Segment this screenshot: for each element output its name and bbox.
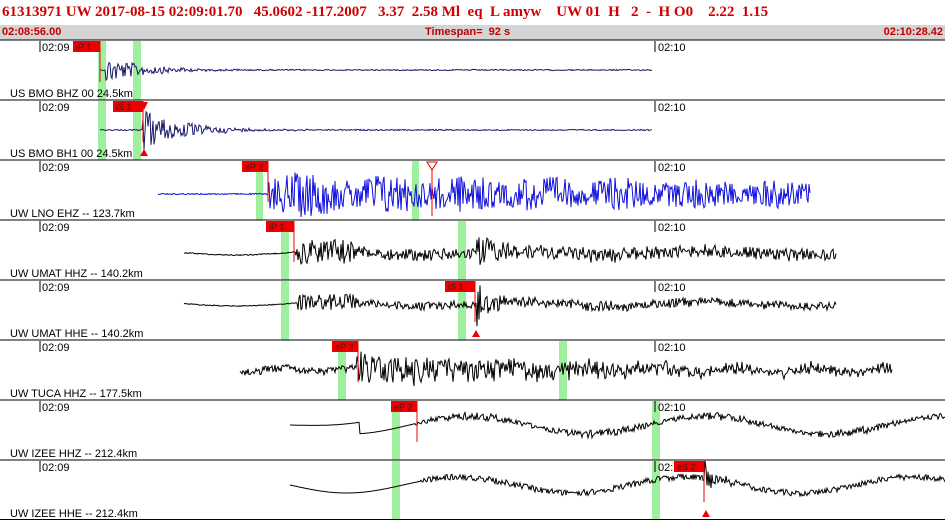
seismogram-panel[interactable]: 02:09 02:10 eP 2 UW IZEE HHZ -- 212.4km bbox=[0, 399, 945, 460]
pick-window bbox=[98, 101, 106, 160]
station-label: US BMO BH1 00 24.5km bbox=[10, 148, 132, 160]
pick-flag[interactable] bbox=[391, 401, 417, 412]
event-title: 61313971 UW 2017-08-15 02:09:01.70 45.06… bbox=[2, 4, 769, 20]
pick-label: iS 1 bbox=[116, 102, 132, 112]
time-label-left: 02:09 bbox=[42, 342, 70, 354]
time-label-right: 02:10 bbox=[658, 282, 686, 294]
pick-label: eS 2 bbox=[677, 462, 696, 472]
station-label: UW TUCA HHZ -- 177.5km bbox=[10, 388, 142, 400]
pick-arrow-icon bbox=[140, 102, 148, 110]
pick-window bbox=[281, 221, 289, 280]
station-label: UW IZEE HHZ -- 212.4km bbox=[10, 448, 137, 460]
pick-window bbox=[652, 461, 660, 520]
end-time: 02:10:28.42 bbox=[883, 26, 943, 38]
waveform-trace bbox=[99, 110, 652, 150]
waveform-trace bbox=[157, 172, 811, 218]
start-time: 02:08:56.00 bbox=[2, 26, 62, 38]
pick-window bbox=[281, 281, 289, 340]
time-label-left: 02:09 bbox=[42, 102, 70, 114]
pick-marker-icon[interactable] bbox=[426, 161, 438, 171]
pick-label: iP 1 bbox=[269, 222, 284, 232]
station-label: UW UMAT HHZ -- 140.2km bbox=[10, 268, 143, 280]
seismogram-panel[interactable]: 02:09 02:10 iP 1 UW UMAT HHZ -- 140.2km bbox=[0, 219, 945, 280]
time-label-right: 02:10 bbox=[658, 402, 686, 414]
waveform-trace bbox=[183, 285, 837, 327]
pick-label: eP 2 bbox=[245, 162, 263, 172]
station-label: UW LNO EHZ -- 123.7km bbox=[10, 208, 135, 220]
pick-arrow-icon bbox=[140, 149, 148, 156]
event-header: 61313971 UW 2017-08-15 02:09:01.70 45.06… bbox=[0, 0, 945, 40]
time-label-left: 02:09 bbox=[42, 402, 70, 414]
pick-label: iP 1 bbox=[76, 42, 91, 52]
timespan-label: Timespan= 92 s bbox=[425, 26, 511, 38]
timespan-bar bbox=[0, 25, 945, 40]
pick-arrow-icon bbox=[702, 510, 710, 517]
time-label-left: 02:09 bbox=[42, 42, 70, 54]
pick-window bbox=[458, 221, 466, 280]
station-label: UW UMAT HHE -- 140.2km bbox=[10, 328, 143, 340]
pick-arrow-icon bbox=[472, 330, 480, 337]
pick-flag[interactable] bbox=[445, 281, 475, 292]
pick-window bbox=[458, 281, 466, 340]
time-label-right: 02:10 bbox=[658, 102, 686, 114]
seismogram-panel[interactable]: 02:09 02:10 iP 1 US BMO BHZ 00 24.5km bbox=[0, 39, 945, 100]
time-label-left: 02:09 bbox=[42, 282, 70, 294]
time-label-right: 02:10 bbox=[658, 162, 686, 174]
pick-window bbox=[338, 341, 346, 400]
pick-flag[interactable] bbox=[73, 41, 100, 52]
pick-flag[interactable] bbox=[113, 101, 143, 112]
time-label-left: 02:09 bbox=[42, 462, 70, 474]
seismogram-panel[interactable]: 02:09 02:10 iS 1 UW UMAT HHE -- 140.2km bbox=[0, 279, 945, 340]
pick-flag[interactable] bbox=[266, 221, 294, 232]
waveform-trace bbox=[239, 351, 893, 387]
pick-window bbox=[392, 461, 400, 520]
pick-label: iS 1 bbox=[448, 282, 464, 292]
time-label-right: 02:10 bbox=[658, 342, 686, 354]
seismogram-panel[interactable]: 02:09 02:10 eP 2 UW LNO EHZ -- 123.7km bbox=[0, 159, 945, 220]
time-label-right: 02:10 bbox=[658, 42, 686, 54]
pick-flag[interactable] bbox=[674, 461, 704, 472]
time-label-right: 02:10 bbox=[658, 222, 686, 234]
waveform-trace bbox=[290, 410, 945, 440]
pick-label: eP 2 bbox=[335, 342, 353, 352]
station-label: US BMO BHZ 00 24.5km bbox=[10, 88, 133, 100]
pick-window bbox=[652, 401, 660, 460]
pick-window bbox=[392, 401, 400, 460]
waveform-trace bbox=[289, 460, 945, 498]
pick-window bbox=[133, 101, 141, 160]
station-label: UW IZEE HHE -- 212.4km bbox=[10, 508, 138, 520]
seismogram-panel[interactable]: 02:09 02:10 iS 1 US BMO BH1 00 24.5km bbox=[0, 99, 945, 160]
time-label-left: 02:09 bbox=[42, 222, 70, 234]
waveform-trace bbox=[183, 237, 837, 265]
time-label-left: 02:09 bbox=[42, 162, 70, 174]
pick-label: eP 2 bbox=[394, 402, 412, 412]
pick-flag[interactable] bbox=[242, 161, 268, 172]
pick-window bbox=[256, 161, 263, 220]
waveform-trace bbox=[99, 61, 653, 82]
pick-flag[interactable] bbox=[332, 341, 358, 352]
seismogram-panel[interactable]: 02:09 02:10 eP 2 UW TUCA HHZ -- 177.5km bbox=[0, 339, 945, 400]
